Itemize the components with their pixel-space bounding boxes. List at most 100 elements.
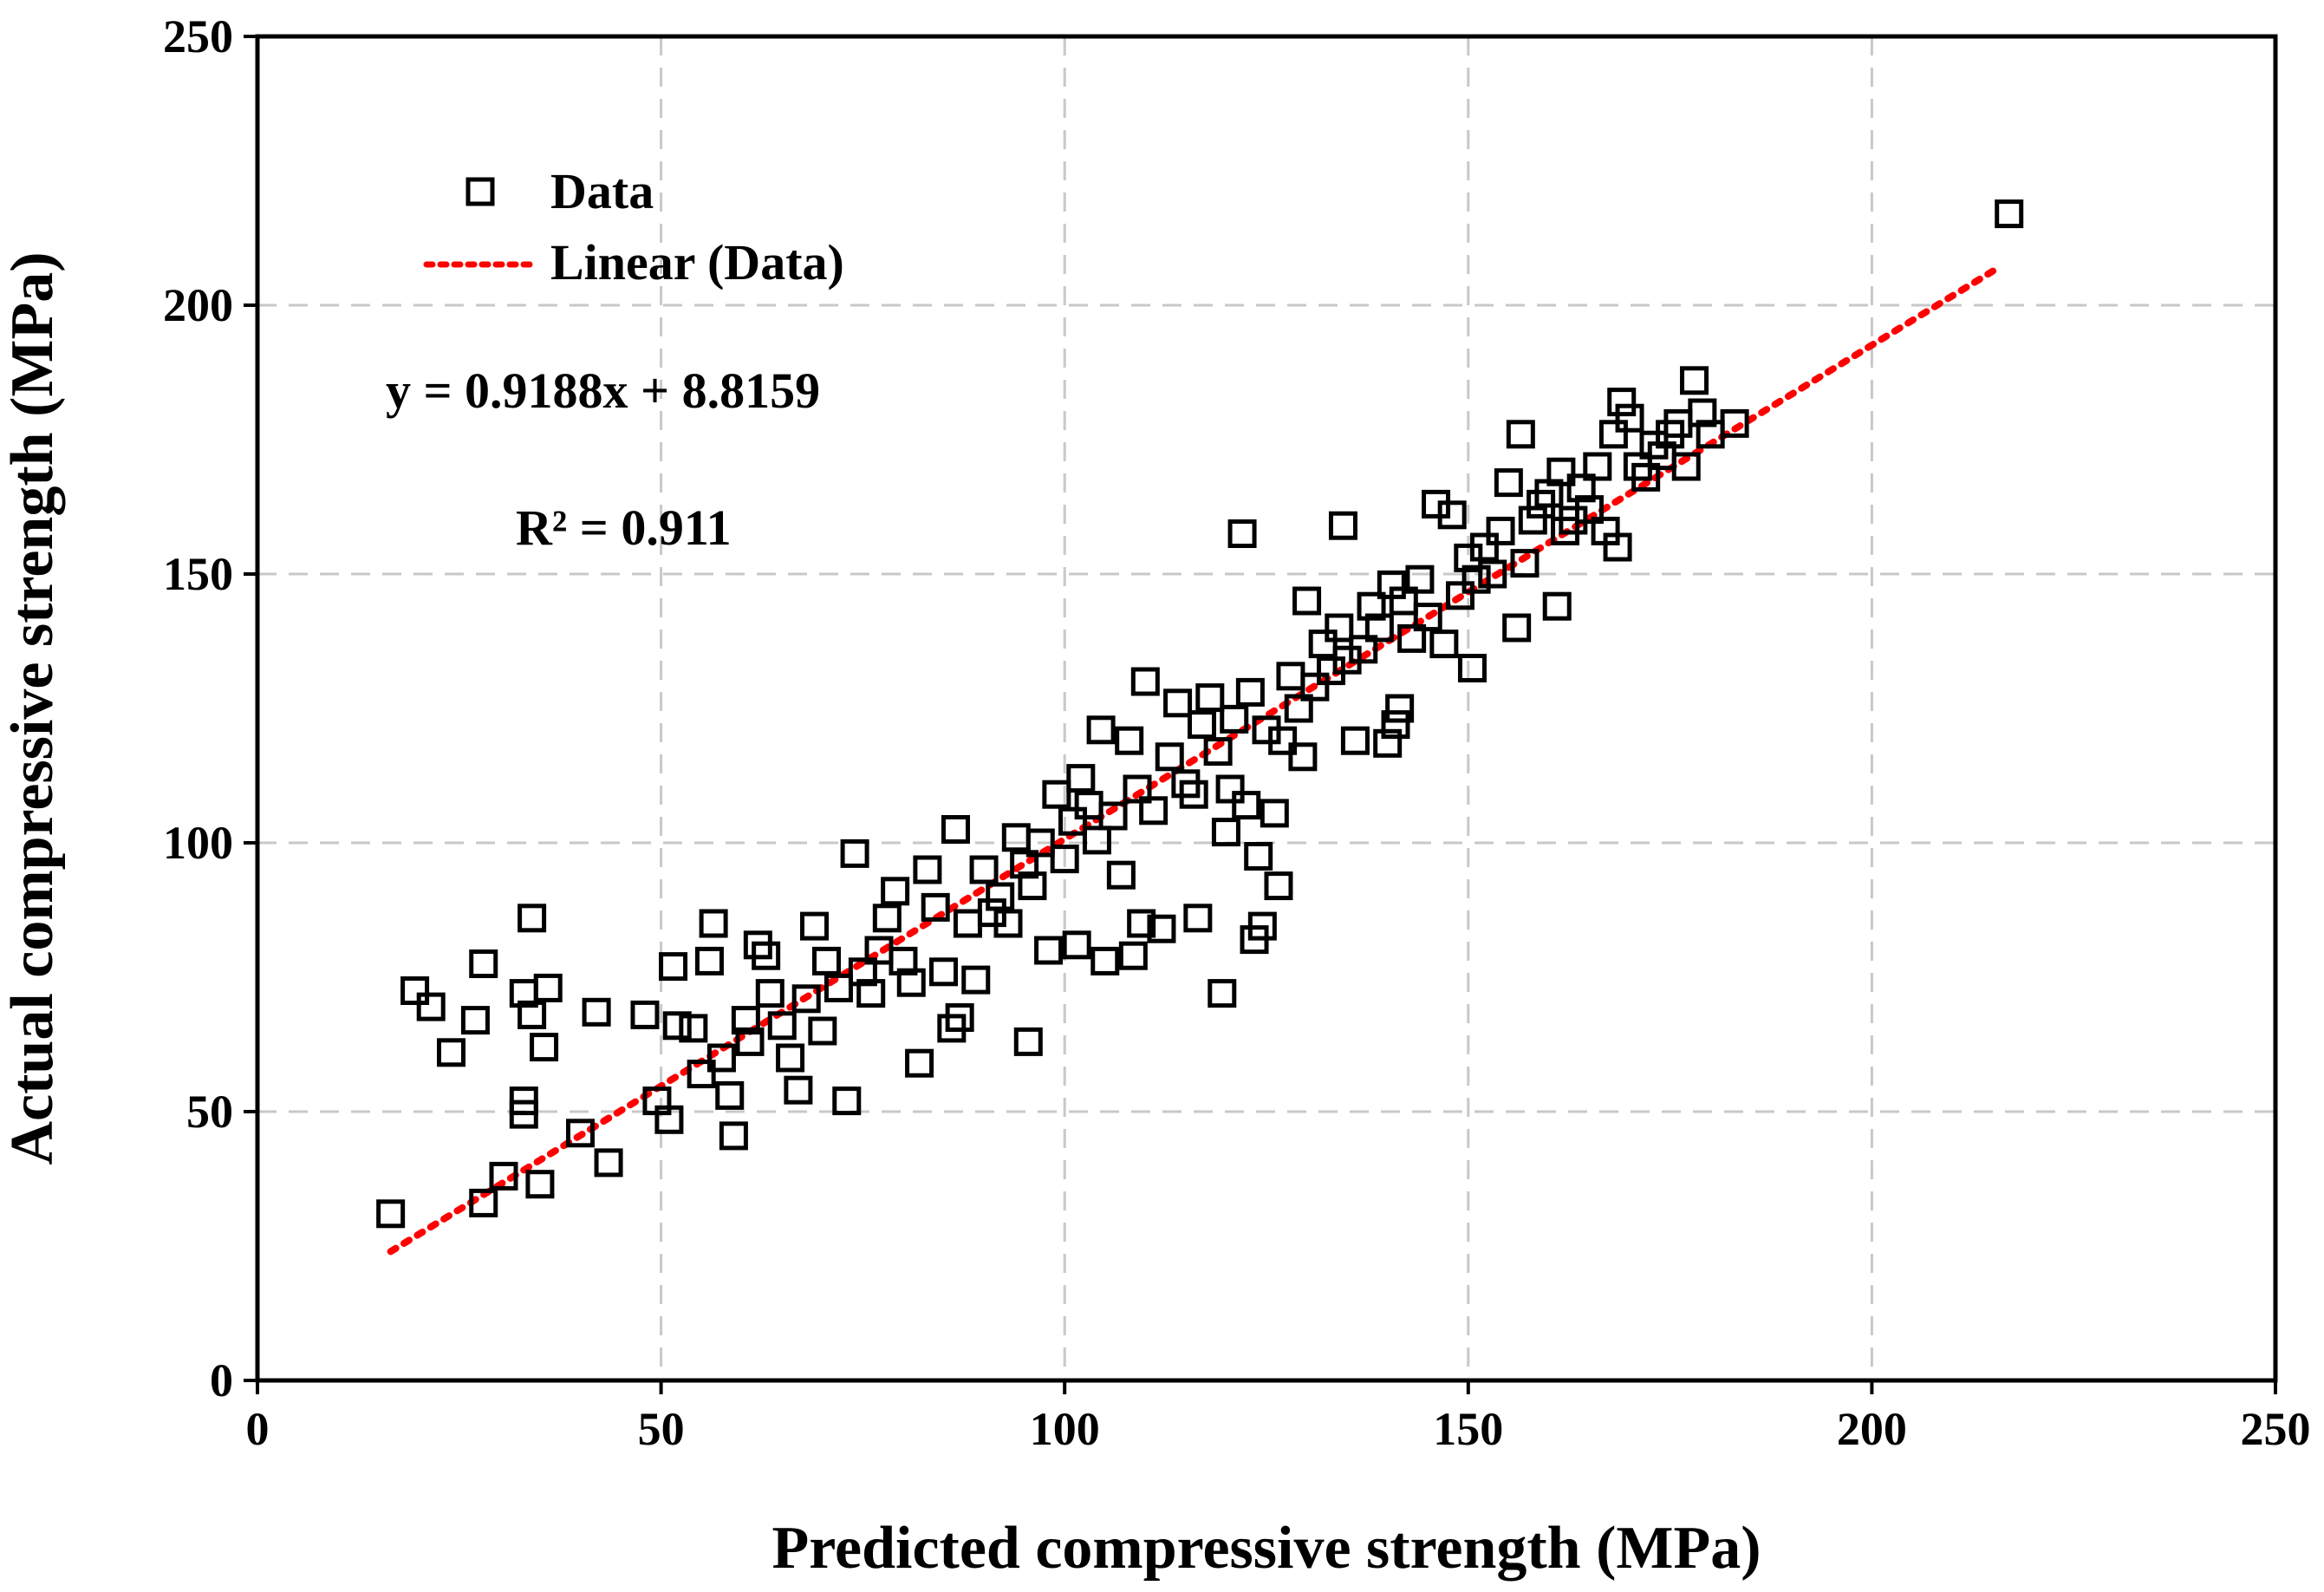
data-point bbox=[1680, 366, 1709, 395]
y-axis-title: Actual compressive strength (MPa) bbox=[0, 251, 66, 1165]
data-point bbox=[1385, 694, 1415, 723]
data-point bbox=[872, 904, 902, 933]
data-point bbox=[1268, 726, 1298, 755]
data-points bbox=[376, 199, 2024, 1229]
data-point bbox=[1082, 825, 1111, 855]
data-point bbox=[1183, 904, 1213, 933]
data-point bbox=[1506, 420, 1535, 449]
data-point bbox=[530, 1033, 559, 1062]
data-point bbox=[533, 973, 563, 1002]
data-point bbox=[469, 1188, 498, 1217]
data-point bbox=[1123, 774, 1152, 804]
y-tick-label: 0 bbox=[210, 1354, 233, 1406]
data-point bbox=[1340, 726, 1370, 755]
data-point bbox=[1349, 635, 1378, 664]
data-point bbox=[1139, 796, 1169, 825]
data-point bbox=[1208, 979, 1237, 1008]
data-point bbox=[1155, 742, 1184, 772]
data-point bbox=[1389, 586, 1418, 616]
data-point bbox=[1179, 780, 1208, 809]
data-point bbox=[1284, 694, 1313, 723]
data-point bbox=[1308, 630, 1338, 659]
data-point bbox=[1437, 500, 1467, 530]
data-point bbox=[1325, 613, 1354, 643]
data-point bbox=[791, 984, 821, 1014]
data-point bbox=[654, 1105, 684, 1134]
data-point bbox=[1328, 511, 1357, 540]
data-point bbox=[594, 1148, 623, 1178]
data-point bbox=[687, 1060, 716, 1089]
data-point bbox=[1381, 710, 1410, 740]
data-point bbox=[1050, 845, 1079, 874]
data-point bbox=[1130, 667, 1160, 696]
data-point bbox=[1357, 591, 1386, 621]
data-point bbox=[1042, 780, 1071, 809]
data-point bbox=[525, 1170, 555, 1199]
data-point bbox=[848, 957, 877, 987]
legend-marker-data bbox=[465, 177, 495, 206]
data-point bbox=[731, 1006, 760, 1035]
data-point bbox=[905, 1048, 934, 1078]
data-point bbox=[1260, 799, 1289, 828]
regression-equation: y = 0.9188x + 8.8159 bbox=[386, 362, 820, 419]
data-point bbox=[823, 973, 853, 1002]
data-point bbox=[969, 855, 999, 884]
y-tick-label: 50 bbox=[186, 1086, 233, 1138]
data-point bbox=[1574, 495, 1604, 525]
data-point bbox=[889, 946, 918, 975]
r-squared-label: R² = 0.911 bbox=[516, 499, 732, 556]
data-point bbox=[1615, 403, 1644, 433]
data-point bbox=[1478, 559, 1507, 589]
data-point bbox=[1461, 564, 1491, 594]
data-point bbox=[1010, 850, 1039, 879]
data-point bbox=[735, 1027, 765, 1056]
axis-ticks: 0 50 100 150 200 250 0 50 100 150 200 250 bbox=[163, 10, 2311, 1455]
data-point bbox=[1058, 806, 1088, 836]
legend-label-data: Data bbox=[550, 163, 654, 219]
data-point bbox=[993, 909, 1023, 938]
data-point bbox=[1106, 860, 1136, 890]
legend: Data Linear (Data) bbox=[423, 163, 844, 290]
data-point bbox=[630, 1000, 660, 1029]
x-tick-label: 50 bbox=[638, 1403, 685, 1455]
x-tick-label: 250 bbox=[2241, 1403, 2311, 1455]
data-point bbox=[1300, 672, 1330, 701]
data-point bbox=[416, 992, 446, 1021]
data-point bbox=[1227, 519, 1257, 548]
data-point bbox=[719, 1121, 748, 1151]
x-tick-label: 200 bbox=[1837, 1403, 1907, 1455]
data-point bbox=[1013, 1027, 1043, 1056]
data-point bbox=[800, 911, 830, 941]
data-point bbox=[913, 855, 942, 884]
data-point bbox=[1292, 586, 1322, 616]
data-point bbox=[699, 909, 728, 938]
data-point bbox=[1244, 842, 1273, 871]
data-point bbox=[582, 997, 611, 1027]
data-point bbox=[856, 979, 886, 1008]
data-point bbox=[1118, 941, 1148, 970]
data-point bbox=[921, 892, 950, 922]
data-point bbox=[961, 965, 991, 995]
data-point bbox=[694, 946, 724, 975]
data-point bbox=[1163, 688, 1193, 718]
data-point bbox=[1469, 532, 1499, 562]
data-point bbox=[1397, 623, 1427, 653]
data-point bbox=[1025, 828, 1055, 858]
data-point bbox=[376, 1199, 406, 1229]
data-point bbox=[400, 976, 430, 1005]
data-point bbox=[1494, 468, 1523, 498]
data-point bbox=[776, 1043, 805, 1073]
data-point bbox=[881, 877, 910, 906]
data-point bbox=[1486, 516, 1515, 545]
data-point bbox=[1090, 946, 1120, 975]
data-point bbox=[1018, 871, 1047, 901]
data-point bbox=[1546, 457, 1576, 486]
data-point bbox=[1264, 871, 1293, 901]
data-point bbox=[679, 1014, 708, 1043]
data-point bbox=[929, 957, 959, 987]
x-tick-label: 150 bbox=[1433, 1403, 1503, 1455]
data-point bbox=[1995, 199, 2024, 229]
data-point bbox=[1429, 630, 1459, 659]
